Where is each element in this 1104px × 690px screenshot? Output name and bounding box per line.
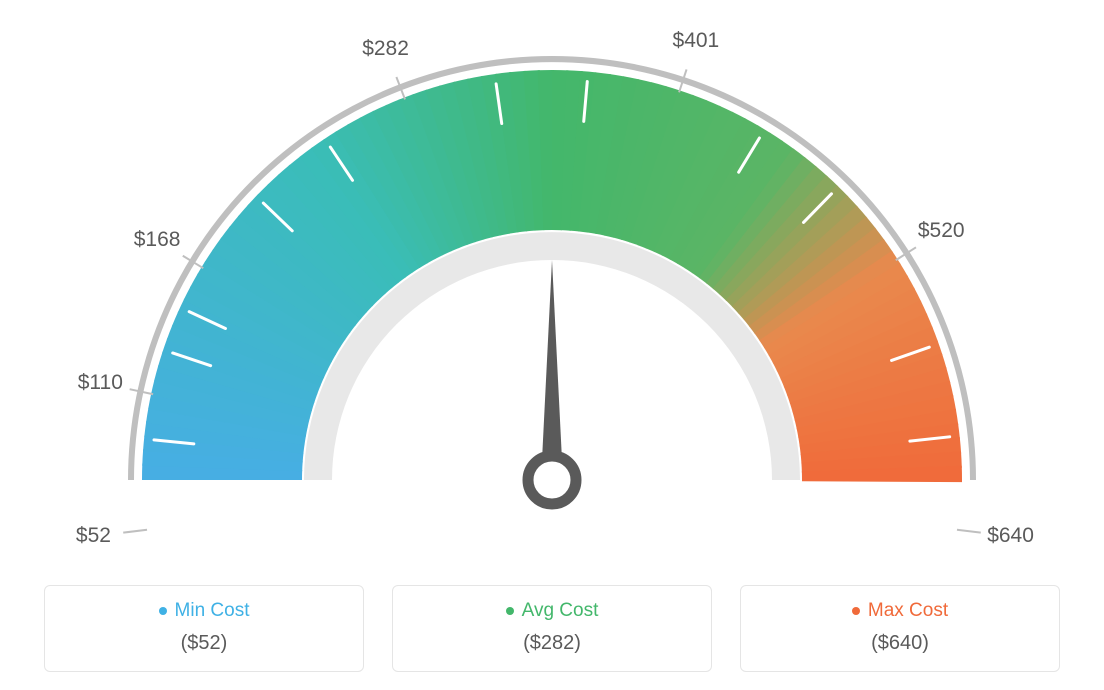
legend-label: Min Cost (175, 600, 250, 622)
gauge-svg (0, 0, 1104, 560)
cost-gauge: $52 $110 $168 $282 $401 $520 $640 (0, 0, 1104, 560)
legend-value: ($52) (55, 632, 353, 655)
tick-label: $282 (362, 37, 409, 61)
legend-box-avg: Avg Cost ($282) (392, 585, 712, 672)
legend-label: Avg Cost (522, 600, 599, 622)
legend-row: Min Cost ($52) Avg Cost ($282) Max Cost … (0, 585, 1104, 672)
legend-box-max: Max Cost ($640) (740, 585, 1060, 672)
dot-icon (506, 607, 514, 615)
dot-icon (159, 607, 167, 615)
legend-title-min: Min Cost (159, 600, 250, 622)
major-tick (123, 530, 147, 533)
tick-label: $520 (918, 219, 965, 243)
legend-title-max: Max Cost (852, 600, 948, 622)
legend-value: ($282) (403, 632, 701, 655)
legend-title-avg: Avg Cost (506, 600, 599, 622)
tick-label: $401 (673, 29, 720, 53)
legend-label: Max Cost (868, 600, 948, 622)
legend-value: ($640) (751, 632, 1049, 655)
major-tick (957, 530, 981, 533)
gauge-needle (541, 260, 563, 480)
legend-box-min: Min Cost ($52) (44, 585, 364, 672)
tick-label: $168 (134, 228, 181, 252)
tick-label: $640 (987, 524, 1034, 548)
dot-icon (852, 607, 860, 615)
tick-label: $110 (78, 371, 123, 395)
gauge-hub (528, 456, 576, 504)
tick-label: $52 (76, 524, 111, 548)
